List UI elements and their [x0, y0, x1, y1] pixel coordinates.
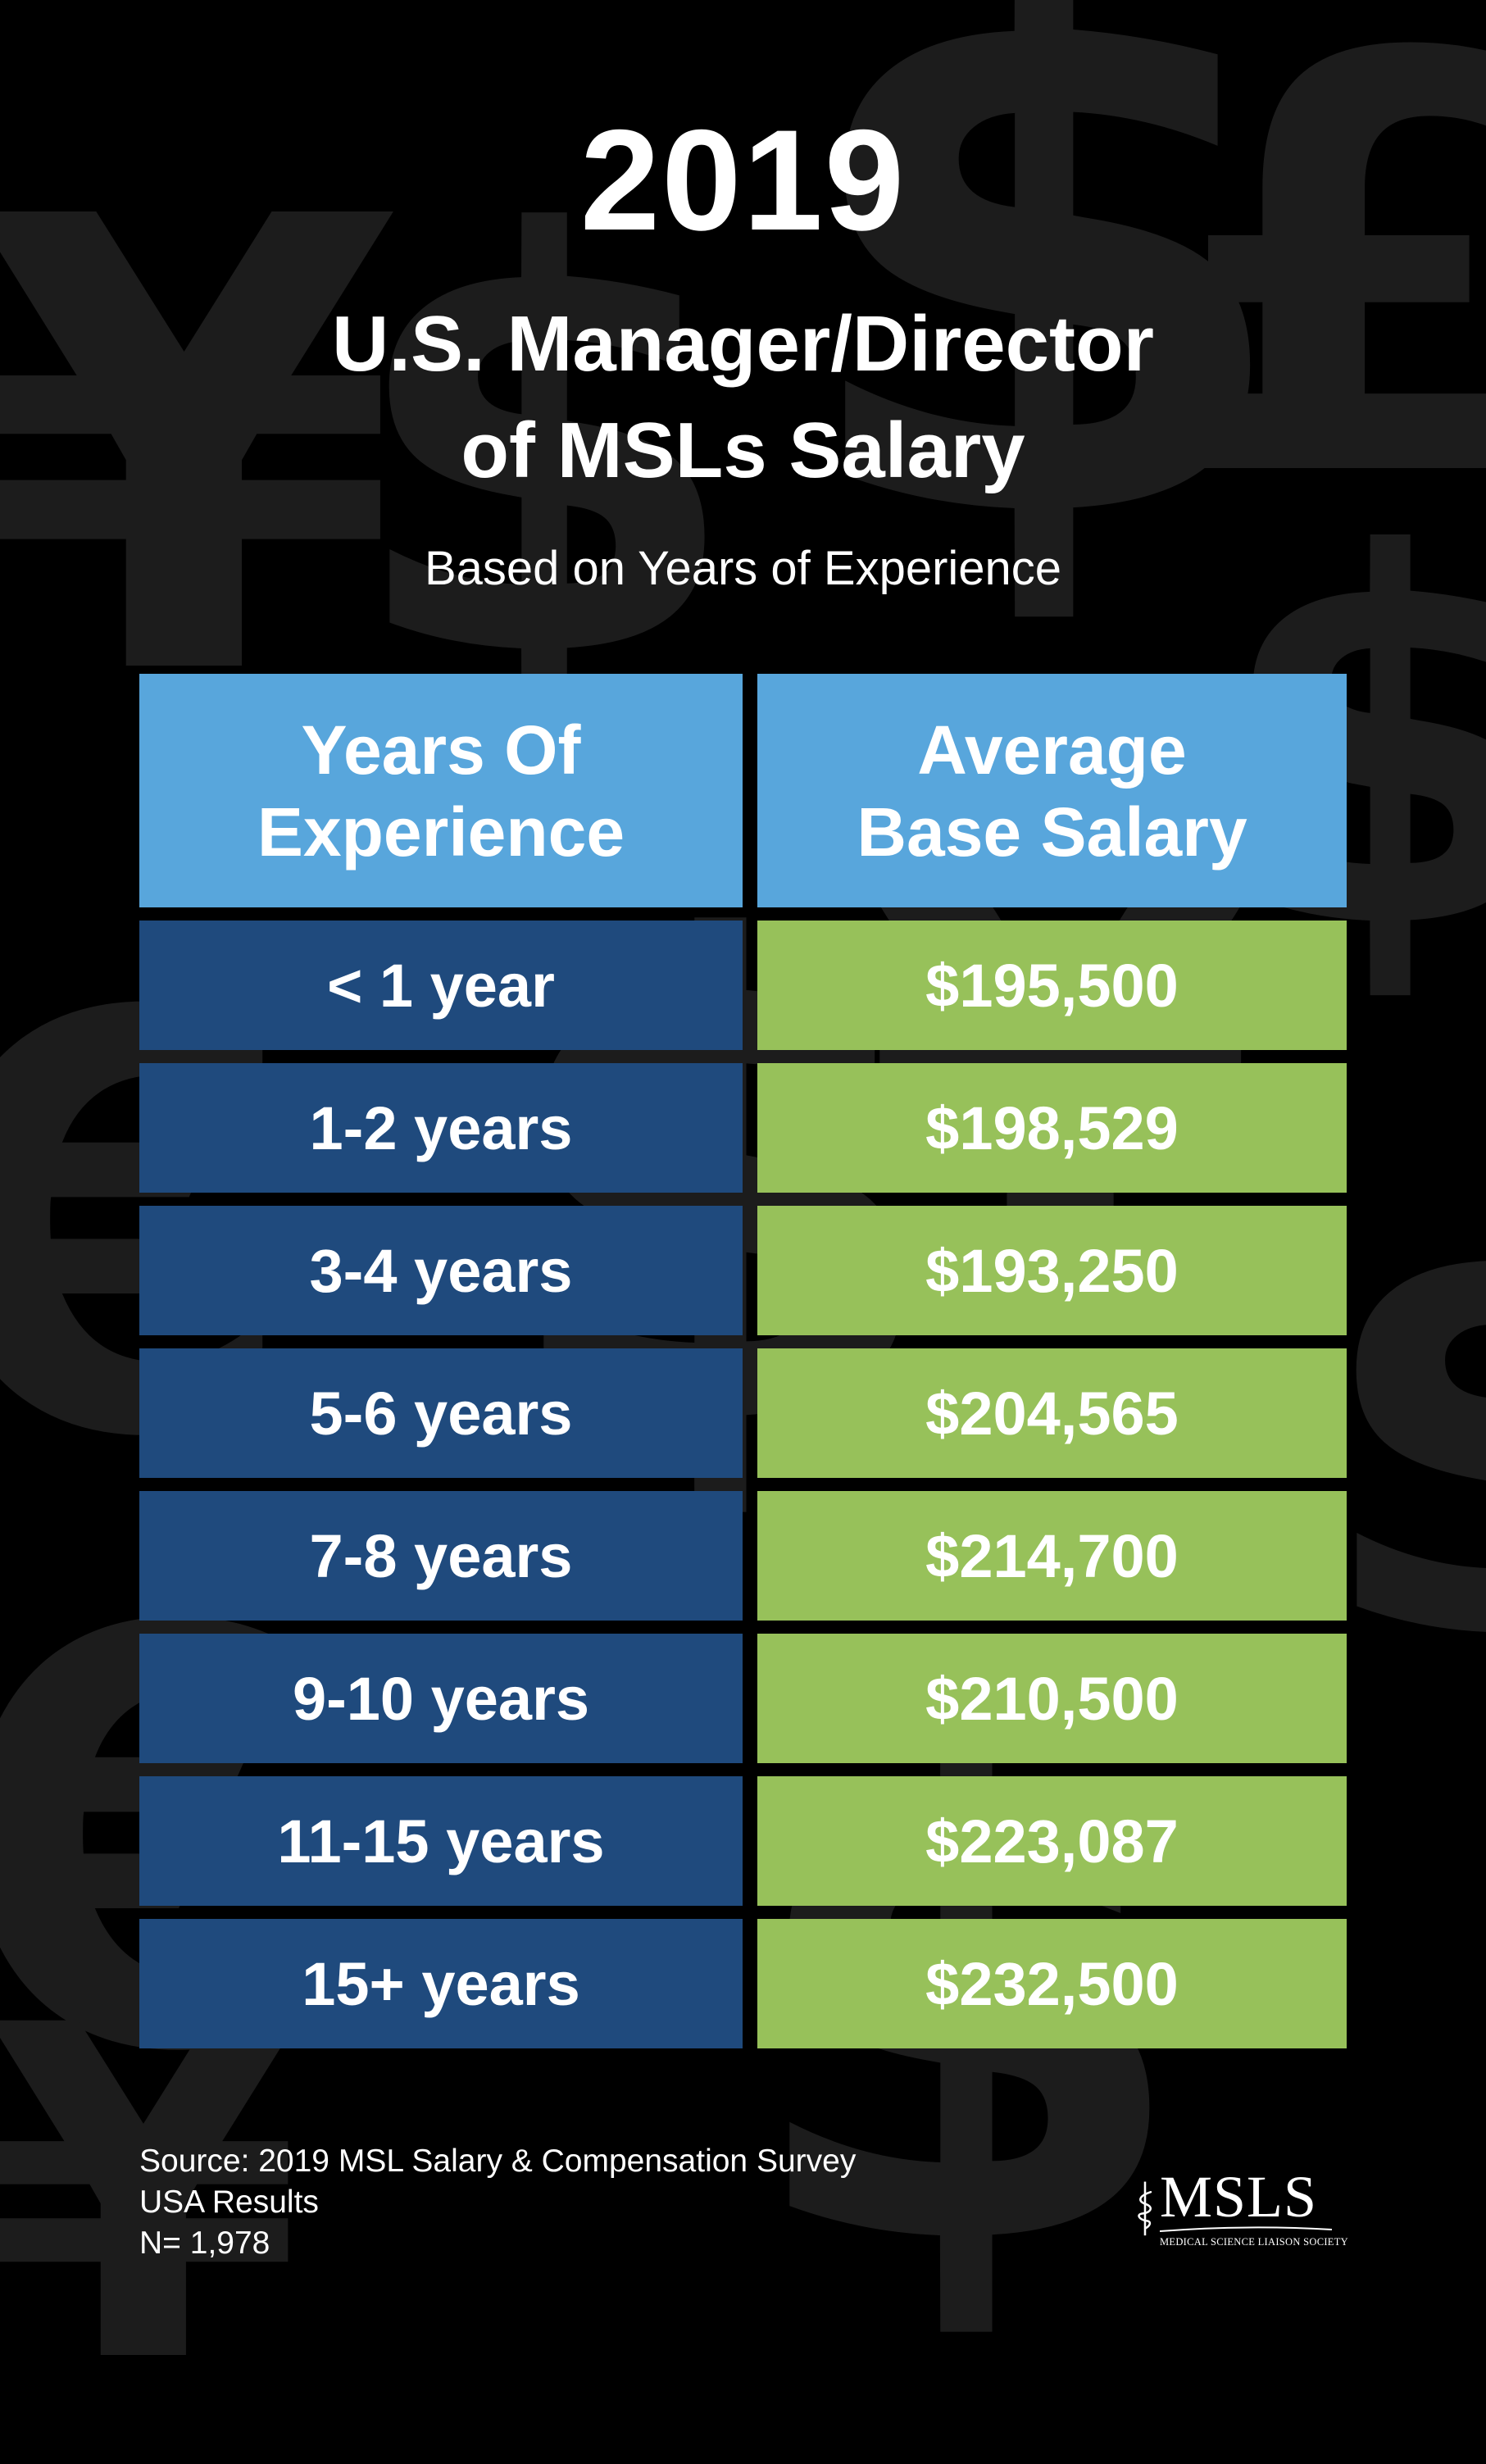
column-header-line: Average: [917, 711, 1187, 789]
salary-cell: $210,500: [757, 1634, 1347, 1763]
experience-cell: 11-15 years: [139, 1776, 743, 1906]
background-dollar-icon: $: [344, 116, 744, 784]
source-note: Source: 2019 MSL Salary & Compensation S…: [139, 2141, 856, 2264]
salary-cell: $214,700: [757, 1491, 1347, 1621]
experience-cell: 7-8 years: [139, 1491, 743, 1621]
infographic: 2019 U.S. Manager/Director of MSLs Salar…: [0, 101, 1486, 2264]
sample-size-text: N= 1,978: [139, 2225, 270, 2261]
experience-cell: 15+ years: [139, 1919, 743, 2048]
salary-cell: $232,500: [757, 1919, 1347, 2048]
experience-cell: 5-6 years: [139, 1348, 743, 1478]
source-text: Source: 2019 MSL Salary & Compensation S…: [139, 2143, 857, 2179]
page-title: U.S. Manager/Director of MSLs Salary: [0, 291, 1486, 504]
table-row: 3-4 years $193,250: [139, 1206, 1347, 1335]
column-header-salary: Average Base Salary: [757, 674, 1347, 907]
salary-table: Years Of Experience Average Base Salary …: [139, 674, 1347, 2062]
salary-cell: $198,529: [757, 1063, 1347, 1193]
background-yen-icon: ¥: [0, 89, 401, 813]
column-header-line: Experience: [257, 793, 625, 871]
table-header-row: Years Of Experience Average Base Salary: [139, 674, 1347, 907]
column-header-line: Base Salary: [857, 793, 1247, 871]
salary-cell: $223,087: [757, 1776, 1347, 1906]
salary-cell: $193,250: [757, 1206, 1347, 1335]
logo-text-group: MSLS MEDICAL SCIENCE LIAISON SOCIETY: [1159, 2164, 1348, 2248]
salary-cell: $195,500: [757, 921, 1347, 1050]
salary-cell: $204,565: [757, 1348, 1347, 1478]
table-row: < 1 year $195,500: [139, 921, 1347, 1050]
logo-wordmark: MSLS: [1159, 2164, 1318, 2230]
region-text: USA Results: [139, 2184, 319, 2220]
year-heading: 2019: [579, 101, 907, 261]
msls-logo: MSLS MEDICAL SCIENCE LIAISON SOCIETY: [1135, 2164, 1348, 2254]
title-line-1: U.S. Manager/Director: [332, 300, 1154, 388]
title-line-2: of MSLs Salary: [461, 407, 1025, 494]
logo-swoosh-icon: [1159, 2226, 1332, 2232]
experience-cell: < 1 year: [139, 921, 743, 1050]
logo-tagline: MEDICAL SCIENCE LIAISON SOCIETY: [1159, 2236, 1348, 2248]
table-row: 15+ years $232,500: [139, 1919, 1347, 2048]
background-pound-icon: £: [1164, 0, 1486, 604]
experience-cell: 9-10 years: [139, 1634, 743, 1763]
table-row: 1-2 years $198,529: [139, 1063, 1347, 1193]
table-row: 5-6 years $204,565: [139, 1348, 1347, 1478]
column-header-experience: Years Of Experience: [139, 674, 743, 907]
column-header-line: Years Of: [301, 711, 581, 789]
caduceus-staff-icon: [1138, 2181, 1152, 2236]
background-dollar-icon: $: [787, 0, 1301, 683]
experience-cell: 3-4 years: [139, 1206, 743, 1335]
page-subtitle: Based on Years of Experience: [424, 542, 1062, 595]
experience-cell: 1-2 years: [139, 1063, 743, 1193]
table-row: 9-10 years $210,500: [139, 1634, 1347, 1763]
table-row: 11-15 years $223,087: [139, 1776, 1347, 1906]
table-row: 7-8 years $214,700: [139, 1491, 1347, 1621]
